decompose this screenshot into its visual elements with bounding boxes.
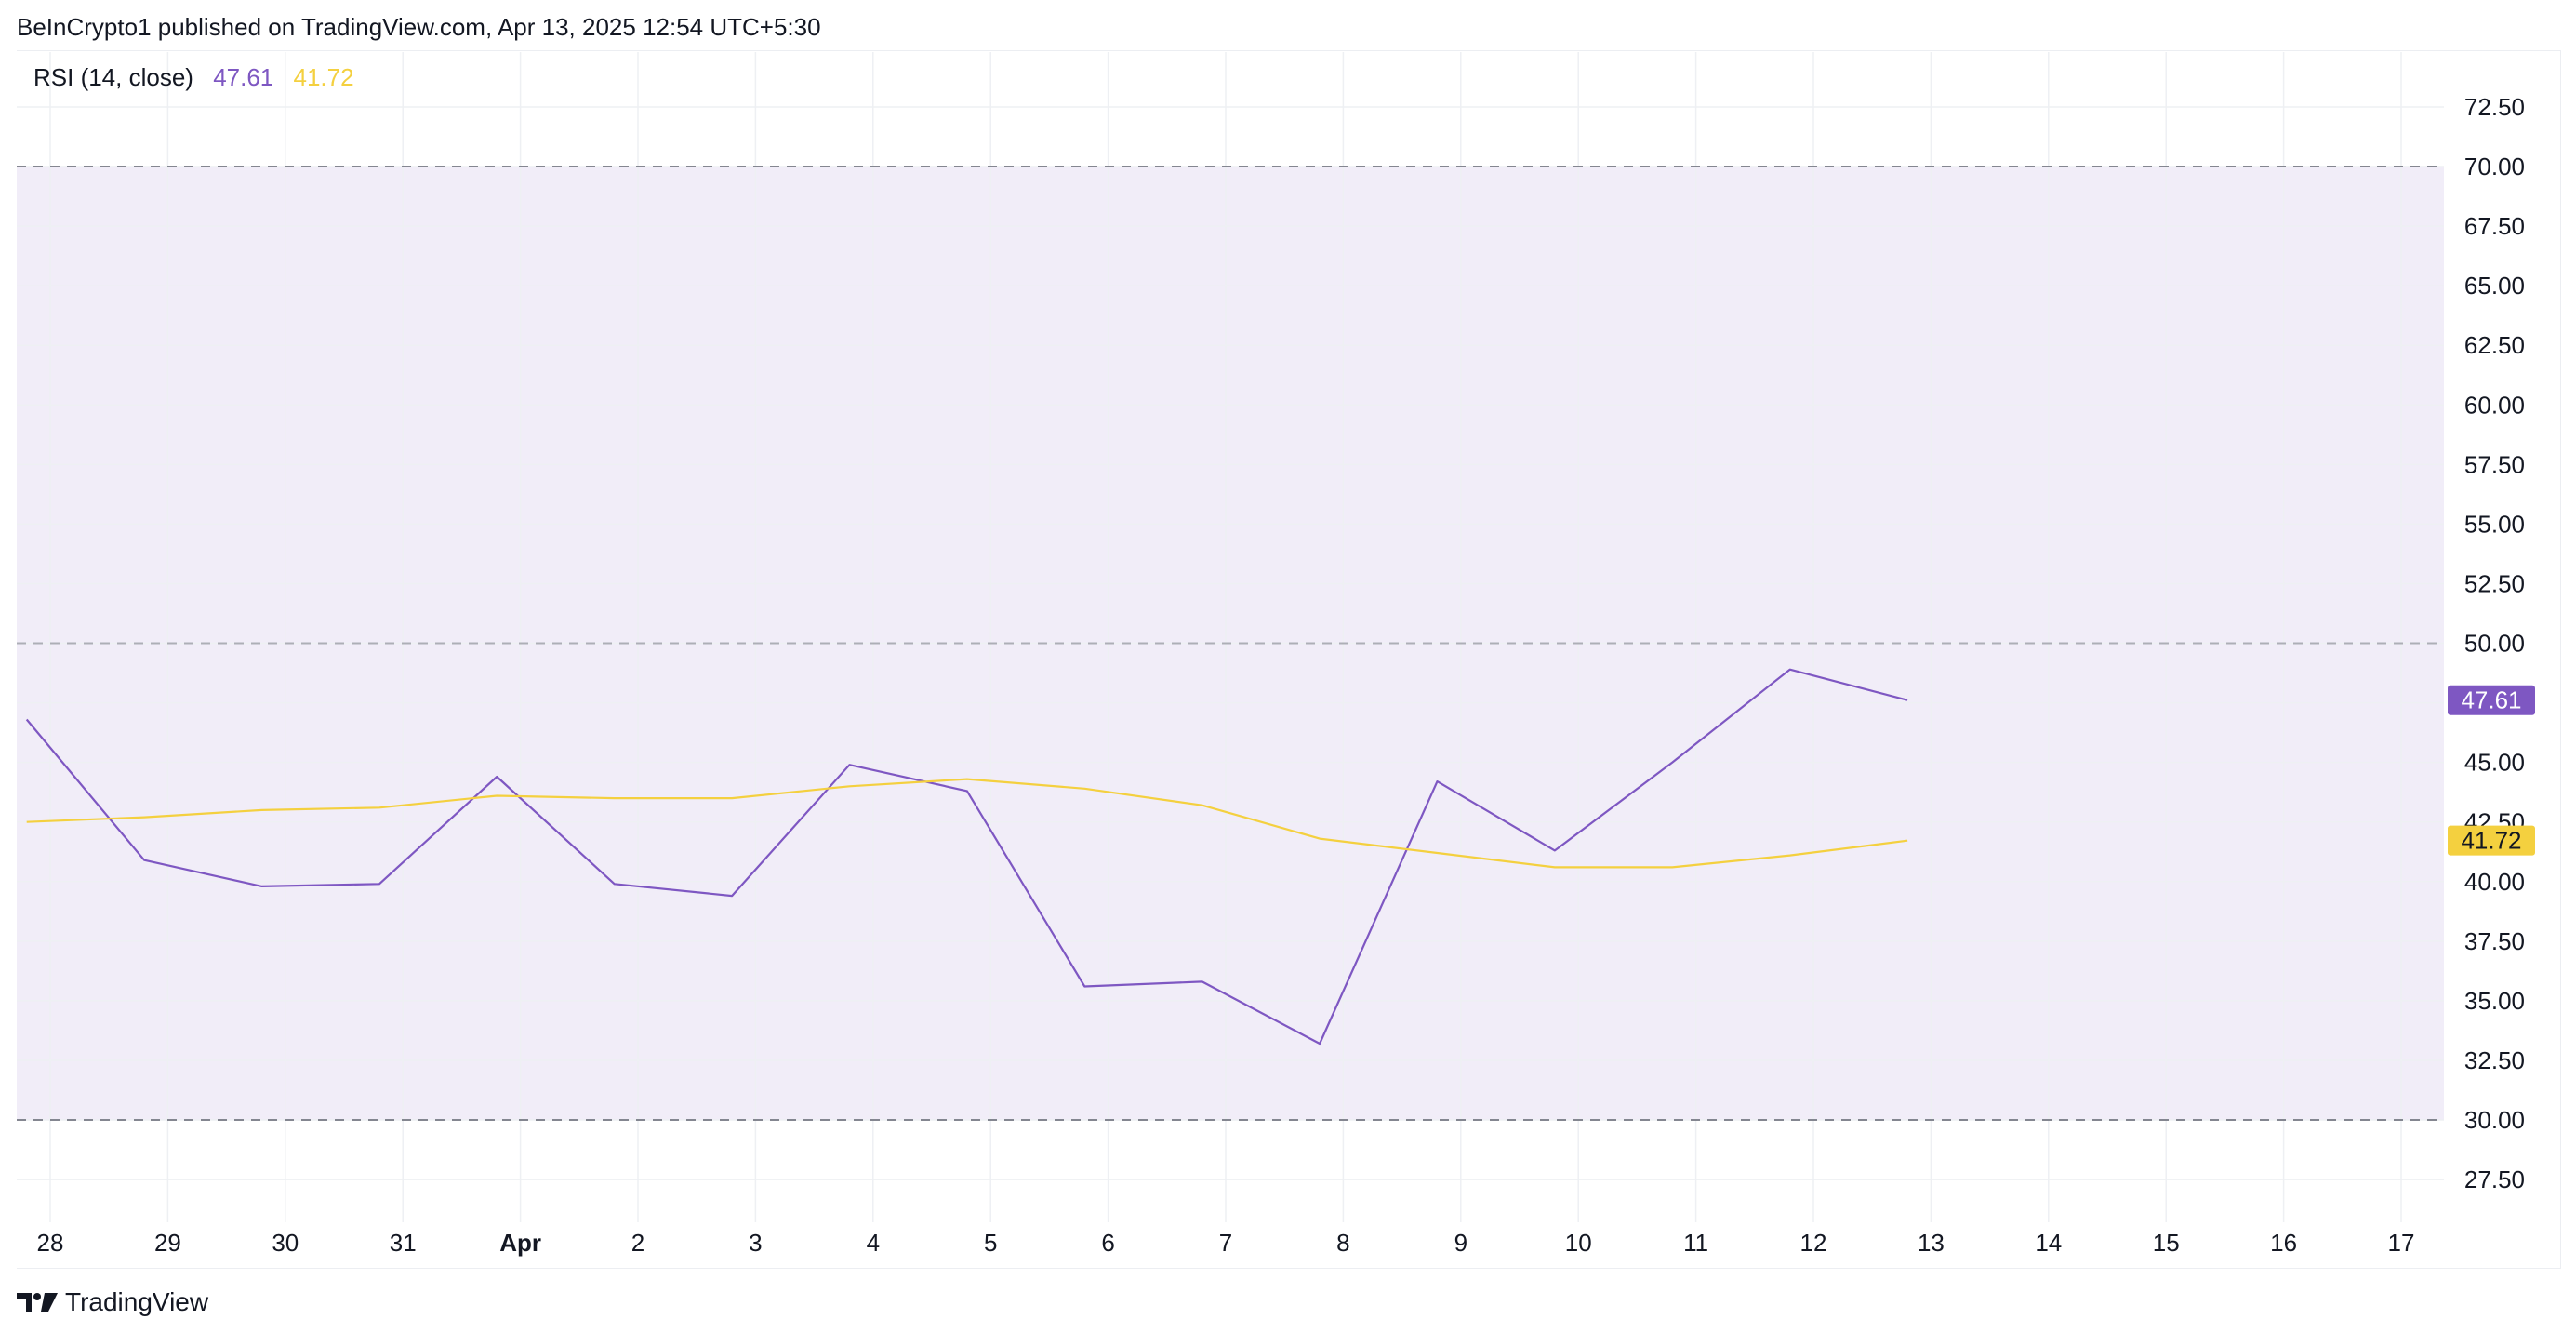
y-tick-label: 52.50 xyxy=(2464,569,2525,597)
x-tick-label: 15 xyxy=(2153,1229,2180,1257)
x-tick-label: 3 xyxy=(749,1229,762,1257)
x-tick-label: 31 xyxy=(390,1229,417,1257)
ma-line xyxy=(26,778,1908,869)
rsi-line xyxy=(25,668,1908,1046)
x-tick-label: 8 xyxy=(1336,1229,1349,1257)
y-tick-label: 57.50 xyxy=(2464,450,2525,478)
x-tick-label: 5 xyxy=(984,1229,997,1257)
indicator-legend[interactable]: RSI (14, close) 47.61 41.72 xyxy=(33,63,367,92)
y-tick-label: 32.50 xyxy=(2464,1046,2525,1074)
x-tick-label: 29 xyxy=(154,1229,181,1257)
x-tick-label: 12 xyxy=(1800,1229,1827,1257)
x-tick-label: 30 xyxy=(272,1229,299,1257)
x-tick-label: 13 xyxy=(1918,1229,1945,1257)
x-tick-label: 11 xyxy=(1683,1229,1708,1257)
y-tick-label: 35.00 xyxy=(2464,987,2525,1015)
y-tick-label: 62.50 xyxy=(2464,331,2525,359)
y-tick-label: 55.00 xyxy=(2464,510,2525,538)
x-tick-label: 10 xyxy=(1565,1229,1592,1257)
y-tick-label: 50.00 xyxy=(2464,630,2525,658)
y-tick-label: 60.00 xyxy=(2464,391,2525,419)
y-tick-label: 65.00 xyxy=(2464,272,2525,300)
tradingview-logo[interactable]: TradingView xyxy=(17,1285,208,1319)
y-tick-label: 67.50 xyxy=(2464,212,2525,240)
ma-last-value-tag: 41.72 xyxy=(2461,827,2521,855)
y-tick-label: 37.50 xyxy=(2464,927,2525,955)
y-tick-label: 72.50 xyxy=(2464,93,2525,121)
rsi-last-value-tag: 47.61 xyxy=(2461,686,2521,714)
ma-legend-value: 41.72 xyxy=(293,63,354,91)
chart-frame xyxy=(17,50,2561,1269)
y-tick-label: 30.00 xyxy=(2464,1106,2525,1134)
y-tick-label: 45.00 xyxy=(2464,749,2525,777)
ma-last-value-tag-bg xyxy=(2448,825,2535,856)
x-tick-label: 9 xyxy=(1454,1229,1467,1257)
x-tick-label: 7 xyxy=(1219,1229,1232,1257)
indicator-name: RSI (14, close) xyxy=(33,63,193,91)
tradingview-logo-icon xyxy=(17,1293,58,1312)
x-tick-label: Apr xyxy=(499,1229,541,1257)
rsi-legend-value: 47.61 xyxy=(213,63,274,91)
rsi-last-value-tag-bg xyxy=(2448,685,2535,715)
y-tick-label: 70.00 xyxy=(2464,153,2525,180)
x-tick-label: 4 xyxy=(867,1229,880,1257)
y-tick-label: 40.00 xyxy=(2464,868,2525,896)
tradingview-brand: TradingView xyxy=(65,1287,209,1316)
x-tick-label: 2 xyxy=(631,1229,644,1257)
y-tick-label: 27.50 xyxy=(2464,1166,2525,1193)
x-tick-label: 16 xyxy=(2270,1229,2297,1257)
x-tick-label: 28 xyxy=(37,1229,64,1257)
x-tick-label: 14 xyxy=(2035,1229,2062,1257)
x-tick-label: 6 xyxy=(1101,1229,1114,1257)
publish-caption: BeInCrypto1 published on TradingView.com… xyxy=(17,13,821,41)
x-tick-label: 17 xyxy=(2388,1229,2415,1257)
